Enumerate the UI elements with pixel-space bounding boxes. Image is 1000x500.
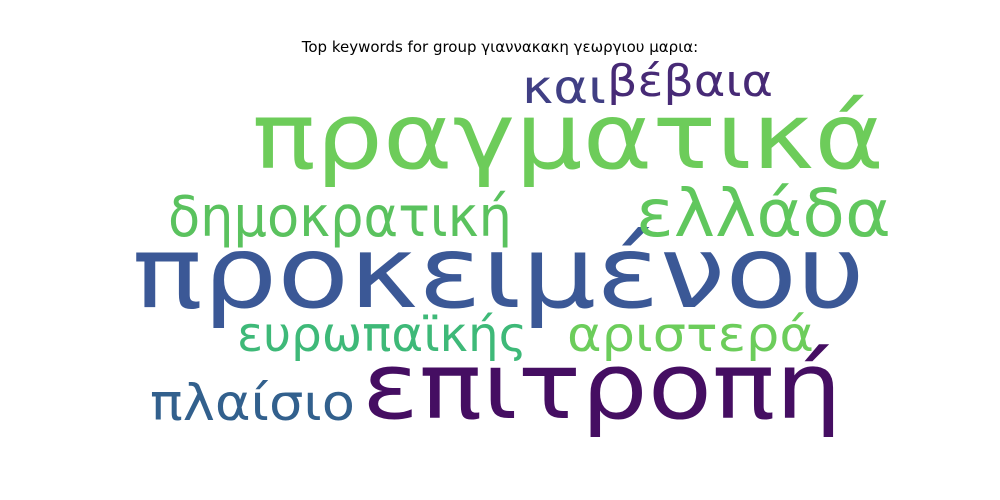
word-ellada: ελλάδα bbox=[636, 175, 891, 252]
word-evropaikis: ευρωπαϊκής bbox=[237, 307, 527, 363]
word-epitropi: επιτροπή bbox=[362, 333, 842, 440]
word-pragmatika: πραγματικά bbox=[252, 83, 884, 190]
word-plaisio: πλαίσιο bbox=[150, 374, 355, 432]
figure-title: Top keywords for group γιαννακακη γεωργι… bbox=[301, 38, 699, 56]
word-prokeimenou: προκειμένου bbox=[132, 214, 865, 331]
word-vevaia: βέβαια bbox=[607, 56, 773, 107]
word-aristera: αριστερά bbox=[567, 307, 814, 363]
word-kai: και bbox=[522, 60, 606, 114]
word-dimokratiki: δημοκρατική bbox=[168, 185, 512, 250]
